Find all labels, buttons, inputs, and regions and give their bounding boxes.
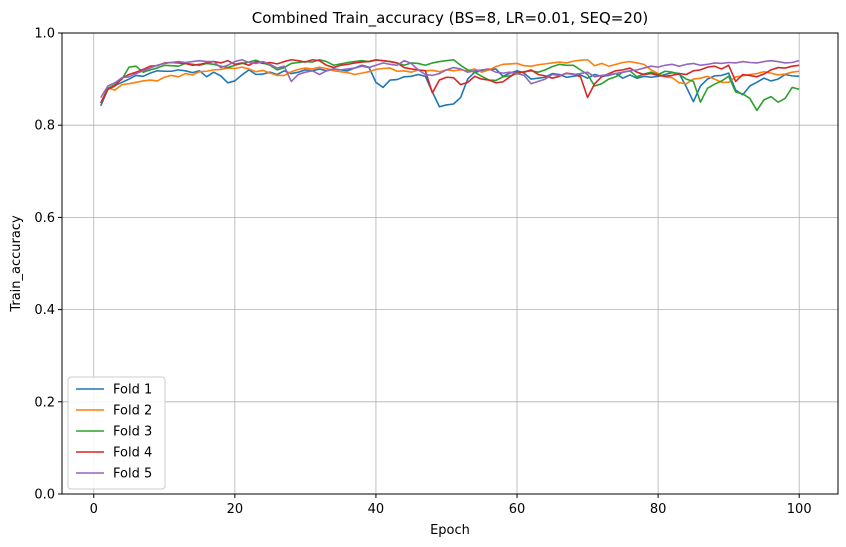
x-tick-label: 0 bbox=[90, 502, 98, 517]
legend: Fold 1 Fold 2 Fold 3 Fold 4 Fold 5 bbox=[67, 376, 166, 490]
legend-label-fold-5: Fold 5 bbox=[113, 467, 152, 482]
x-axis-label: Epoch bbox=[430, 523, 470, 538]
y-tick-label: 0.6 bbox=[34, 211, 55, 226]
plot-frame bbox=[61, 32, 839, 495]
y-tick-label: 1.0 bbox=[34, 27, 55, 42]
y-tick-label: 0.8 bbox=[34, 119, 55, 134]
y-tick-label: 0.0 bbox=[34, 488, 55, 503]
x-tick-label: 80 bbox=[650, 502, 667, 517]
legend-label-fold-3: Fold 3 bbox=[113, 425, 152, 440]
x-tick-label: 20 bbox=[227, 502, 244, 517]
x-tick-label: 60 bbox=[509, 502, 526, 517]
x-tick-label: 100 bbox=[787, 502, 812, 517]
legend-box bbox=[67, 376, 166, 490]
y-tick-label: 0.2 bbox=[34, 395, 55, 410]
y-tick-label: 0.4 bbox=[34, 303, 55, 318]
series-line-fold-5 bbox=[100, 58, 800, 98]
ticks: 0 20 40 60 80 100 0.0 0.2 0.4 0.6 0.8 1.0 bbox=[34, 27, 811, 518]
legend-label-fold-2: Fold 2 bbox=[113, 404, 152, 419]
y-axis-label: Train_accuracy bbox=[9, 215, 24, 313]
x-tick-label: 40 bbox=[368, 502, 385, 517]
series-line-fold-1 bbox=[100, 64, 800, 108]
series-layer bbox=[100, 58, 800, 112]
chart-title: Combined Train_accuracy (BS=8, LR=0.01, … bbox=[252, 9, 649, 28]
legend-label-fold-1: Fold 1 bbox=[113, 383, 152, 398]
series-line-fold-4 bbox=[100, 58, 800, 104]
legend-label-fold-4: Fold 4 bbox=[113, 446, 152, 461]
series-line-fold-2 bbox=[100, 58, 800, 104]
